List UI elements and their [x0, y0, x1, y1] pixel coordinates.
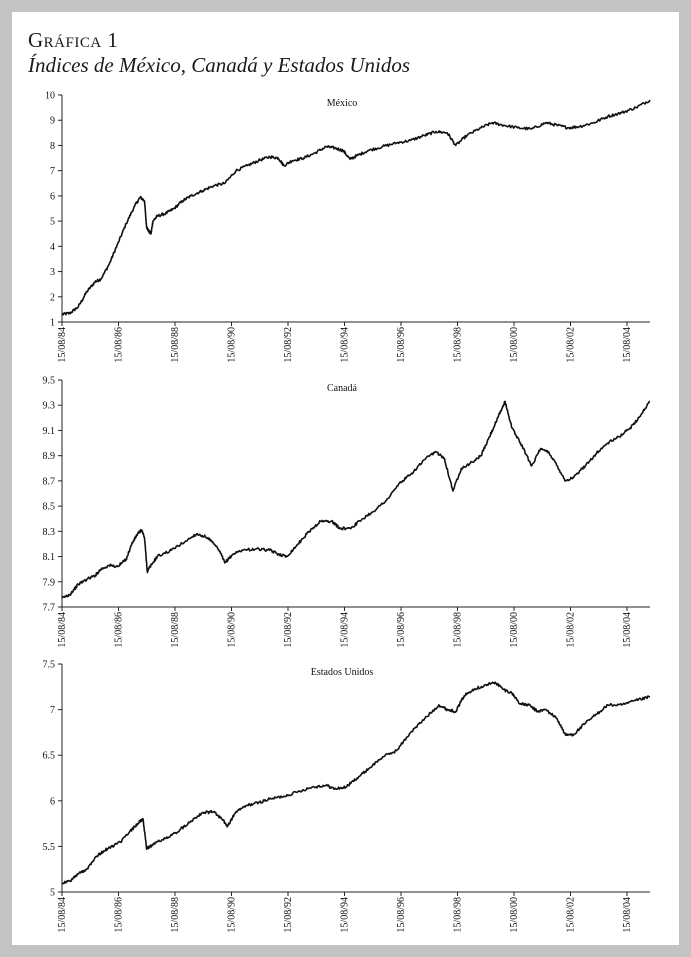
series-line: [61, 400, 651, 599]
x-tick-label: 15/08/04: [622, 612, 633, 648]
figure-title: Índices de México, Canadá y Estados Unid…: [28, 53, 411, 77]
x-tick-label: 15/08/92: [283, 327, 294, 363]
figure-frame: Gráfica 1 Índices de México, Canadá y Es…: [12, 12, 679, 945]
y-tick-label: 10: [45, 91, 55, 102]
x-tick-label: 15/08/88: [170, 327, 181, 363]
x-tick-label: 15/08/00: [509, 897, 520, 933]
x-tick-label: 15/08/86: [114, 897, 125, 933]
y-tick-label: 7.9: [43, 577, 56, 588]
chart-panel-1: 1 2 3 4 5 6 7 8 9 10 15/08/84 15/08/86 15/08/88 15/08…: [45, 91, 651, 363]
y-tick-label: 5: [50, 888, 55, 899]
series-line: [61, 681, 651, 885]
y-tick-label: 6: [50, 191, 55, 202]
x-tick-label: 15/08/94: [340, 897, 351, 933]
x-tick-label: 15/08/94: [340, 612, 351, 648]
y-tick-label: 8.5: [43, 502, 56, 513]
x-tick-label: 15/08/90: [227, 612, 238, 648]
y-tick-label: 1: [50, 318, 55, 329]
y-tick-label: 6.5: [43, 751, 56, 762]
panel-title: Estados Unidos: [311, 667, 374, 678]
x-tick-label: 15/08/98: [453, 897, 464, 933]
series-line: [61, 99, 651, 316]
panel-title: Canadá: [327, 383, 358, 394]
x-tick-label: 15/08/00: [509, 327, 520, 363]
x-tick-label: 15/08/04: [622, 897, 633, 933]
x-tick-label: 15/08/02: [566, 327, 577, 363]
x-tick-label: 15/08/02: [566, 612, 577, 648]
y-tick-label: 7: [50, 705, 55, 716]
x-tick-label: 15/08/98: [453, 327, 464, 363]
x-tick-label: 15/08/92: [283, 612, 294, 648]
y-tick-label: 8.3: [43, 527, 56, 538]
x-tick-label: 15/08/02: [566, 897, 577, 933]
y-tick-label: 2: [50, 292, 55, 303]
panel-title: México: [327, 98, 358, 109]
y-tick-label: 7.5: [43, 660, 56, 671]
y-tick-label: 8.1: [43, 552, 56, 563]
x-tick-label: 15/08/90: [227, 327, 238, 363]
x-tick-label: 15/08/92: [283, 897, 294, 933]
y-tick-label: 4: [50, 242, 55, 253]
x-tick-label: 15/08/84: [57, 612, 68, 648]
y-tick-label: 7.7: [43, 603, 56, 614]
y-tick-label: 9.3: [43, 401, 56, 412]
y-tick-label: 3: [50, 267, 55, 278]
x-tick-label: 15/08/96: [396, 612, 407, 648]
x-tick-label: 15/08/94: [340, 327, 351, 363]
x-tick-label: 15/08/86: [114, 612, 125, 648]
x-tick-label: 15/08/88: [170, 612, 181, 648]
y-tick-label: 5: [50, 217, 55, 228]
x-tick-label: 15/08/90: [227, 897, 238, 933]
y-tick-label: 8.9: [43, 451, 56, 462]
chart-panel-3: 5 5.5 6 6.5 7 7.5 15/08/84 15/08/86 15/08/88 15/0…: [43, 660, 651, 933]
y-tick-label: 9.1: [43, 426, 56, 437]
y-tick-label: 9.5: [43, 376, 56, 387]
y-tick-label: 9: [50, 116, 55, 127]
figure-number: Gráfica 1: [28, 28, 119, 52]
y-tick-label: 8.7: [43, 476, 56, 487]
chart-panel-2: 7.7 7.9 8.1 8.3 8.5 8.7 8.9 9.1 9.3 9.5 15/08/84 15…: [43, 376, 651, 648]
x-tick-label: 15/08/96: [396, 897, 407, 933]
x-tick-label: 15/08/88: [170, 897, 181, 933]
x-tick-label: 15/08/04: [622, 327, 633, 363]
x-tick-label: 15/08/98: [453, 612, 464, 648]
x-tick-label: 15/08/84: [57, 327, 68, 363]
x-tick-label: 15/08/86: [114, 327, 125, 363]
y-tick-label: 7: [50, 166, 55, 177]
y-tick-label: 5.5: [43, 842, 56, 853]
x-tick-label: 15/08/84: [57, 897, 68, 933]
x-tick-label: 15/08/96: [396, 327, 407, 363]
x-tick-label: 15/08/00: [509, 612, 520, 648]
y-tick-label: 6: [50, 796, 55, 807]
y-tick-label: 8: [50, 141, 55, 152]
